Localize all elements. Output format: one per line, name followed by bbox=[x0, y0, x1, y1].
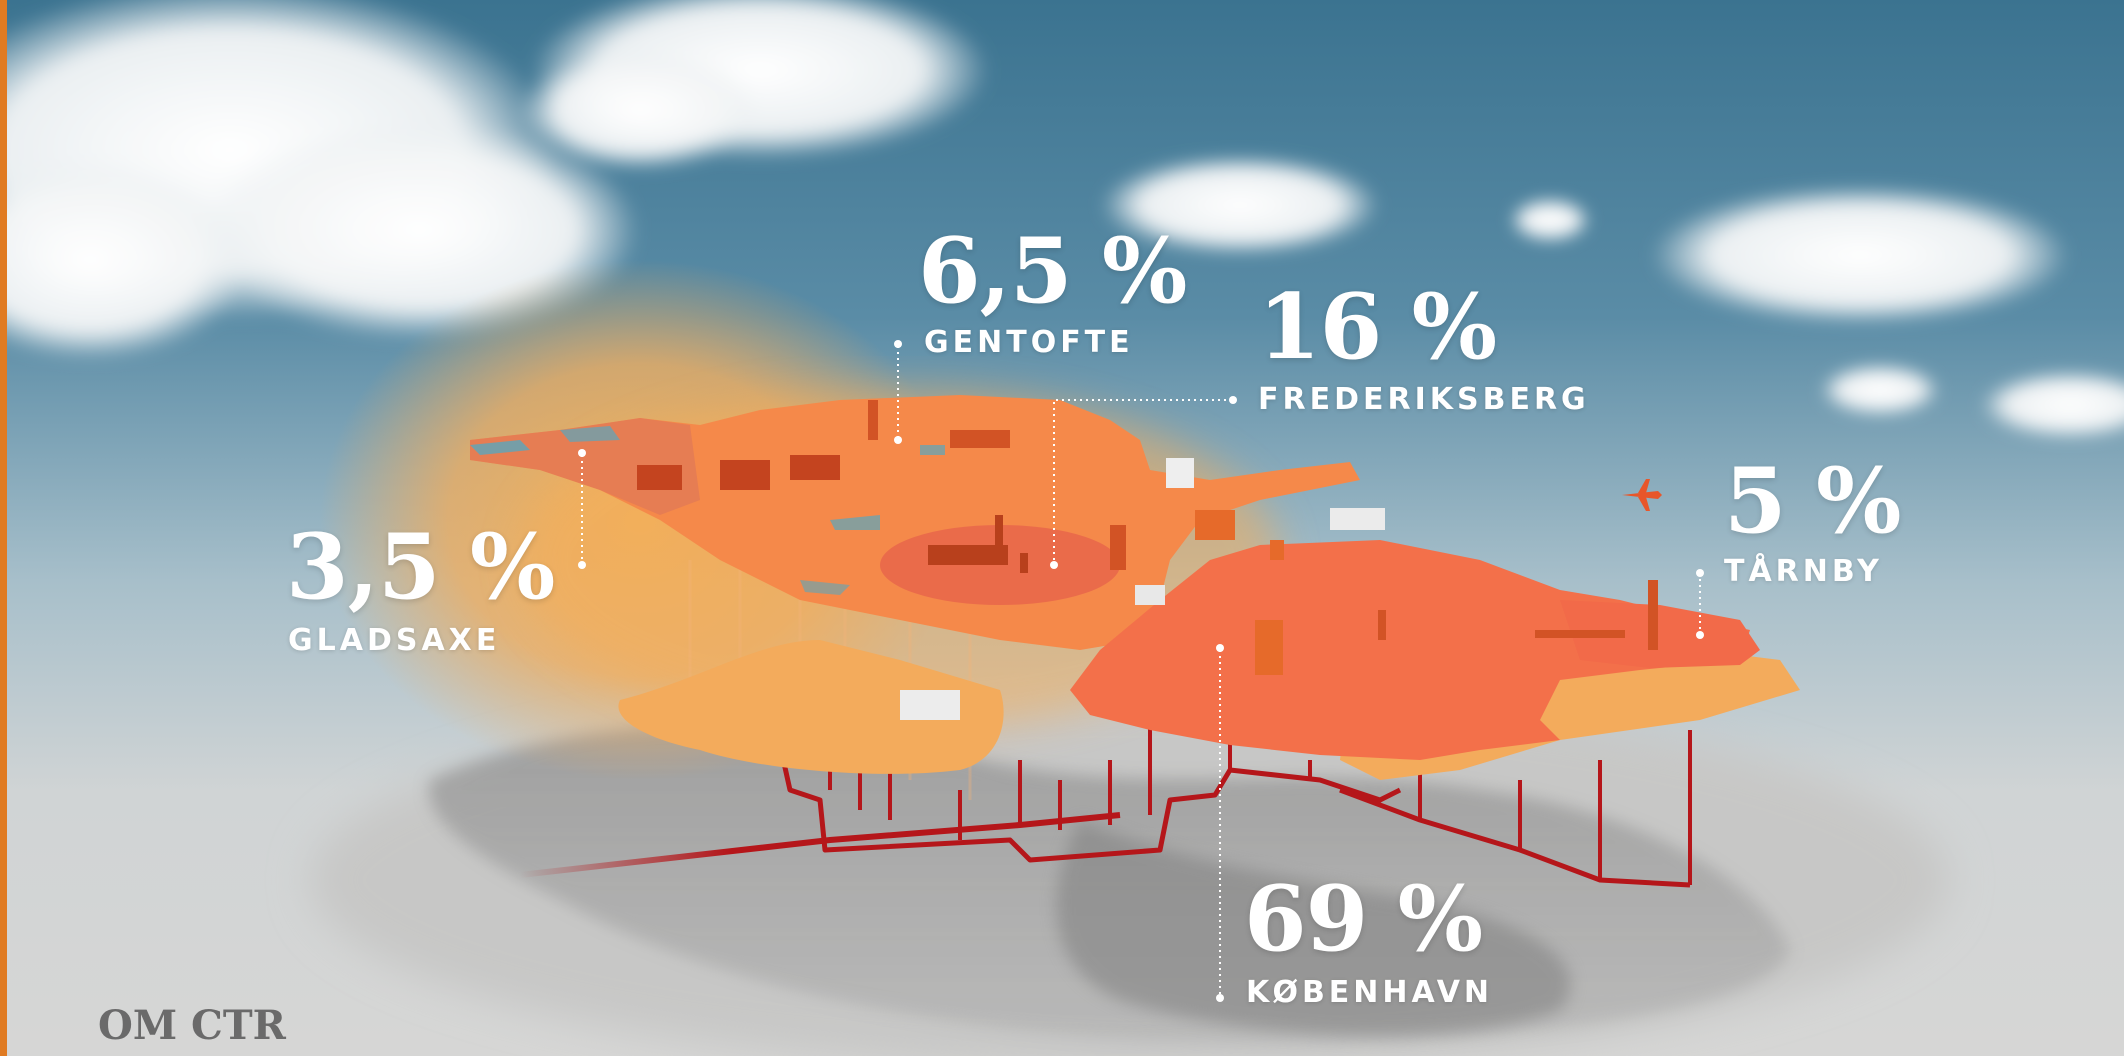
gentofte-label: GENTOFTE bbox=[924, 325, 1134, 360]
buildings bbox=[637, 400, 1658, 720]
leader-dots bbox=[578, 340, 1704, 1002]
kobenhavn-label: KØBENHAVN bbox=[1246, 975, 1494, 1010]
leader-lines bbox=[581, 346, 1701, 998]
section-footer-label: OM CTR bbox=[98, 1002, 286, 1049]
tarnby-percentage: 5 % bbox=[1724, 448, 1901, 554]
pipe-network bbox=[519, 650, 1692, 888]
frederiksberg-label: FREDERIKSBERG bbox=[1258, 382, 1590, 417]
airplane-icon bbox=[1622, 479, 1662, 511]
gladsaxe-label: GLADSAXE bbox=[288, 623, 501, 658]
kobenhavn-percentage: 69 % bbox=[1244, 866, 1483, 972]
edge-accent-bar bbox=[0, 0, 7, 1056]
gentofte-percentage: 6,5 % bbox=[918, 218, 1187, 324]
gladsaxe-percentage: 3,5 % bbox=[286, 514, 555, 620]
tarnby-label: TÅRNBY bbox=[1724, 554, 1883, 589]
frederiksberg-percentage: 16 % bbox=[1258, 274, 1497, 380]
